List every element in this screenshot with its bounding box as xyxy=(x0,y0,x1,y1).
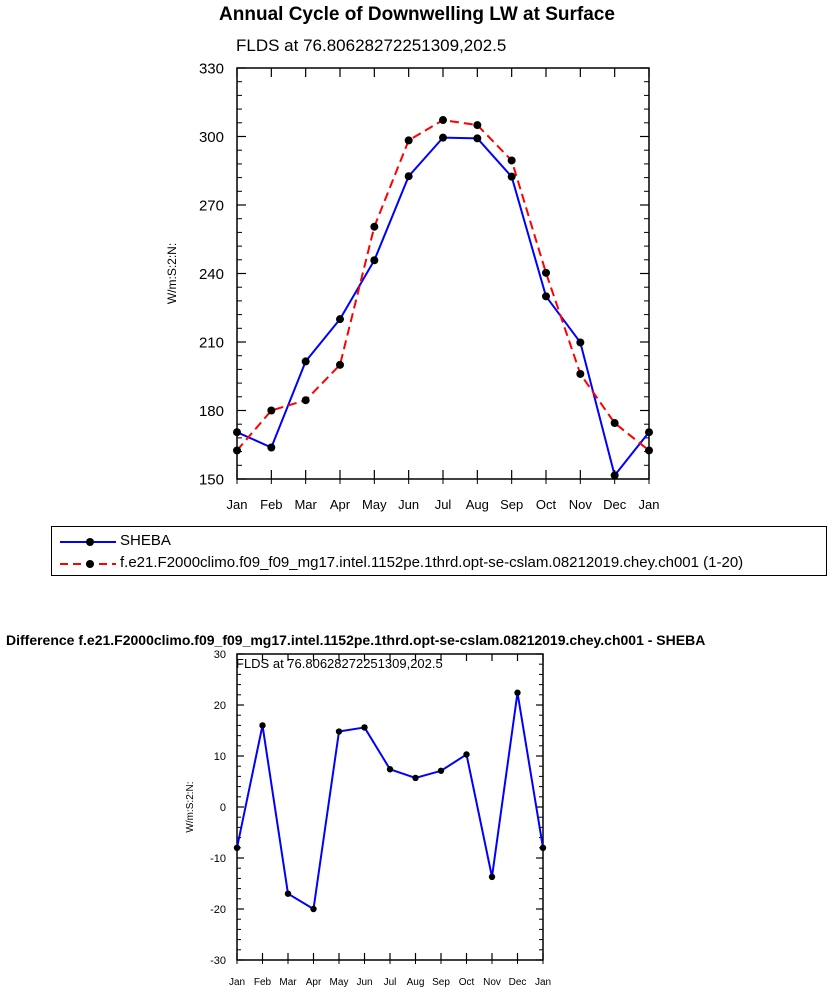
x-tick-label: Jul xyxy=(384,977,397,988)
y-tick-label: 20 xyxy=(214,700,226,712)
legend-label-sheba: SHEBA xyxy=(120,532,171,549)
difference-series-0-point xyxy=(233,844,241,851)
x-tick-label: Sep xyxy=(432,977,450,988)
annual-cycle-series-1-point xyxy=(542,268,550,277)
annual-cycle-series-0-point xyxy=(610,471,619,480)
y-tick-label: 300 xyxy=(199,129,224,146)
x-tick-label: Feb xyxy=(260,497,282,512)
chart-title: Annual Cycle of Downwelling LW at Surfac… xyxy=(219,4,615,25)
y-tick-label: -10 xyxy=(210,853,226,865)
annual-cycle-series-0-point xyxy=(507,172,516,181)
y-tick-label: 270 xyxy=(199,197,224,214)
y-tick-label: 150 xyxy=(199,471,224,488)
difference-series-0-point xyxy=(284,890,292,897)
x-tick-label: Nov xyxy=(483,977,501,988)
difference-series-0-point xyxy=(539,844,547,851)
x-tick-label: May xyxy=(362,497,387,512)
chart-subtitle: FLDS at 76.80628272251309,202.5 xyxy=(236,36,507,55)
x-tick-label: Oct xyxy=(459,977,475,988)
annual-cycle-series-1-point xyxy=(404,136,413,145)
y-tick-label: 180 xyxy=(199,403,224,420)
difference-series-0-point xyxy=(463,751,470,758)
annual-cycle-series-0-point xyxy=(233,428,241,437)
annual-cycle-series-0-point xyxy=(473,134,482,143)
y-tick-label: 240 xyxy=(199,266,224,283)
x-tick-label: May xyxy=(330,977,349,988)
x-tick-label: Aug xyxy=(407,977,425,988)
legend: SHEBA f.e21.F2000climo.f09_f09_mg17.inte… xyxy=(51,526,827,576)
y-axis-label: W/m:S:2:N: xyxy=(185,781,196,832)
difference-series-0-point xyxy=(386,766,394,773)
difference-series-0-point xyxy=(488,873,496,881)
annual-cycle-series-0-point xyxy=(645,428,653,437)
y-tick-label: 0 xyxy=(220,802,226,814)
legend-marker-model xyxy=(86,560,94,568)
x-tick-label: Apr xyxy=(330,497,351,512)
y-axis-label: W/m:S:2:N: xyxy=(165,243,179,304)
difference-frame xyxy=(236,653,544,961)
annual-cycle-series-0-point xyxy=(301,357,310,366)
y-tick-label: 30 xyxy=(214,649,226,661)
annual-cycle-series-1-point xyxy=(610,419,619,428)
difference-series-0-point xyxy=(335,728,343,735)
annual-cycle-series-1-point xyxy=(507,156,516,165)
x-tick-label: Jan xyxy=(639,497,660,512)
x-tick-label: Jun xyxy=(356,977,372,988)
difference-series-0-point xyxy=(310,905,317,913)
legend-label-model: f.e21.F2000climo.f09_f09_mg17.intel.1152… xyxy=(120,554,744,571)
difference-plot: -30 -20 -10 0 10 20 30 Jan Feb Mar Apr May Jun Jul Aug… xyxy=(185,649,551,988)
difference-series-0-point xyxy=(437,767,445,774)
x-tick-label: Mar xyxy=(279,977,297,988)
y-tick-label: 210 xyxy=(199,334,224,351)
annual-cycle-series-0-point xyxy=(336,315,344,324)
annual-cycle-series-1-point xyxy=(473,121,482,130)
y-tick-label: 330 xyxy=(199,60,224,77)
x-tick-label: Dec xyxy=(509,977,527,988)
annual-cycle-series-1-point xyxy=(336,360,344,369)
y-tick-label: -20 xyxy=(210,904,226,916)
annual-cycle-series-1-point xyxy=(645,446,653,455)
annual-cycle-series-0-point xyxy=(439,133,447,142)
annual-cycle-series-0-point xyxy=(370,256,379,265)
x-tick-label: Jan xyxy=(227,497,248,512)
x-tick-label: Apr xyxy=(306,977,322,988)
difference-series-0-line xyxy=(236,691,544,910)
x-tick-label: Aug xyxy=(466,497,489,512)
x-tick-label: Jan xyxy=(535,977,551,988)
annual-cycle-series-1-point xyxy=(301,396,310,405)
x-tick-label: Feb xyxy=(254,977,272,988)
x-tick-label: Jun xyxy=(398,497,419,512)
annual-cycle-series-1-point xyxy=(267,406,276,415)
difference-series-0-point xyxy=(514,689,521,696)
x-tick-label: Mar xyxy=(294,497,317,512)
x-tick-label: Dec xyxy=(603,497,627,512)
y-tick-label: 10 xyxy=(214,751,226,763)
x-tick-label: Oct xyxy=(536,497,557,512)
annual-cycle-series-1-point xyxy=(439,116,447,125)
annual-cycle-series-0-point xyxy=(576,338,585,347)
annual-cycle-series-1-point xyxy=(233,446,241,455)
x-tick-label: Jul xyxy=(435,497,452,512)
annual-cycle-series-0-point xyxy=(267,443,276,452)
difference-series-0-point xyxy=(259,722,266,729)
legend-markers xyxy=(60,538,116,568)
annual-cycle-series-1-point xyxy=(576,369,585,378)
difference-series-0-point xyxy=(412,774,419,782)
difference-series-0-point xyxy=(361,724,368,731)
x-tick-label: Nov xyxy=(569,497,593,512)
difference-chart-title: Difference f.e21.F2000climo.f09_f09_mg17… xyxy=(6,632,706,648)
annual-cycle-series-0-point xyxy=(542,292,550,301)
annual-cycle-plot: 150 180 210 240 270 300 330 Jan Feb Mar Apr May Jun J… xyxy=(165,60,659,512)
legend-marker-sheba xyxy=(86,538,94,546)
x-tick-label: Sep xyxy=(500,497,523,512)
y-tick-label: -30 xyxy=(210,955,226,967)
annual-cycle-series-1-point xyxy=(370,222,379,231)
x-tick-label: Jan xyxy=(229,977,245,988)
annual-cycle-series-0-point xyxy=(404,172,413,181)
